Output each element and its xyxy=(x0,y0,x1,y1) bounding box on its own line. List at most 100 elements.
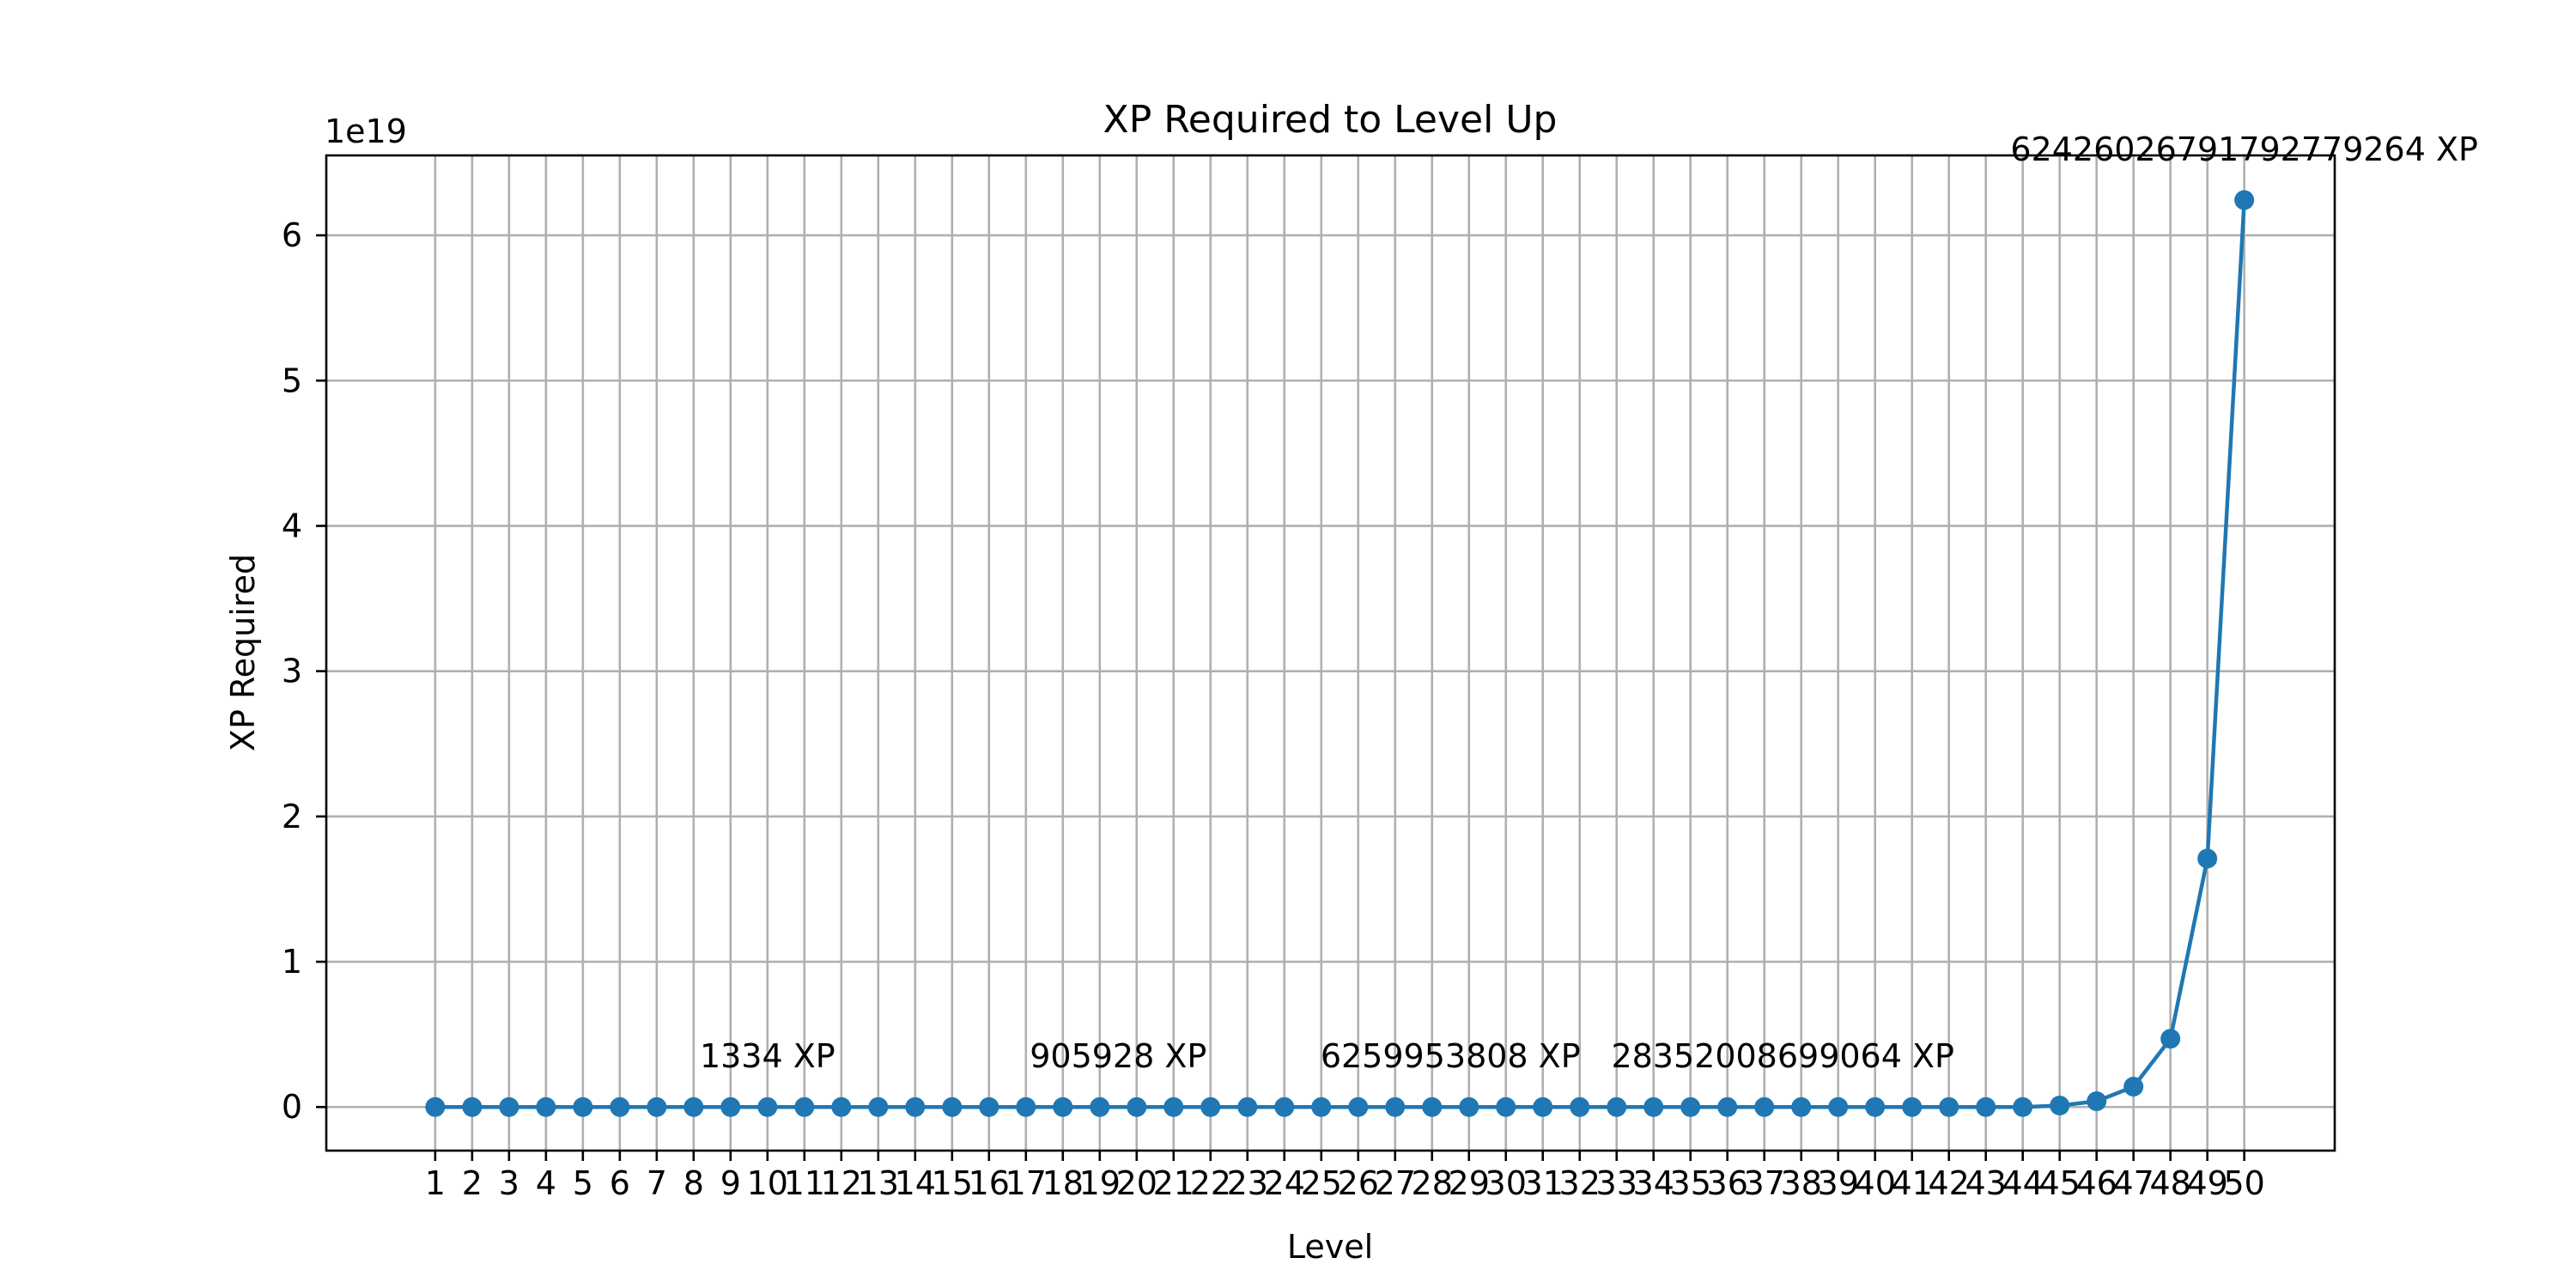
x-tick-label: 21 xyxy=(1153,1164,1194,1202)
y-tick-label: 0 xyxy=(282,1088,302,1126)
x-tick-label: 28 xyxy=(1412,1164,1453,1202)
x-tick-label: 34 xyxy=(1633,1164,1674,1202)
x-tick-label: 24 xyxy=(1264,1164,1305,1202)
data-point xyxy=(1496,1097,1516,1117)
plot-frame xyxy=(325,154,2336,1152)
x-tick-label: 25 xyxy=(1301,1164,1342,1202)
data-point xyxy=(720,1097,741,1117)
x-tick-label: 6 xyxy=(610,1164,630,1202)
data-point xyxy=(1090,1097,1110,1117)
x-tick-label: 50 xyxy=(2223,1164,2264,1202)
data-point xyxy=(942,1097,963,1117)
x-tick-label: 7 xyxy=(647,1164,667,1202)
x-tick-label: 8 xyxy=(683,1164,704,1202)
x-tick-label: 13 xyxy=(858,1164,899,1202)
series-line xyxy=(434,199,2246,1109)
data-point xyxy=(1422,1097,1443,1117)
x-tick-label: 33 xyxy=(1596,1164,1637,1202)
x-tick-label: 2 xyxy=(462,1164,483,1202)
x-tick-label: 9 xyxy=(720,1164,741,1202)
y-tick-label: 3 xyxy=(282,653,302,690)
data-point xyxy=(536,1097,556,1117)
y-tick-label: 5 xyxy=(282,361,302,399)
data-point xyxy=(1311,1097,1332,1117)
x-tick-label: 44 xyxy=(2002,1164,2044,1202)
chart-title: XP Required to Level Up xyxy=(1103,98,1558,142)
x-tick-label: 27 xyxy=(1375,1164,1416,1202)
x-tick-label: 15 xyxy=(932,1164,973,1202)
x-tick-label: 29 xyxy=(1449,1164,1490,1202)
x-tick-label: 11 xyxy=(784,1164,825,1202)
data-point xyxy=(757,1097,778,1117)
x-tick-label: 38 xyxy=(1781,1164,1822,1202)
x-tick-label: 10 xyxy=(747,1164,788,1202)
data-annotation: 28352008699064 XP xyxy=(1611,1037,1954,1075)
data-point xyxy=(462,1097,483,1117)
data-point xyxy=(2050,1096,2070,1116)
data-annotation: 6259953808 XP xyxy=(1321,1037,1581,1075)
x-tick-label: 43 xyxy=(1965,1164,2007,1202)
data-point xyxy=(1717,1097,1738,1117)
data-point xyxy=(1127,1097,1147,1117)
x-tick-label: 49 xyxy=(2186,1164,2227,1202)
data-annotation: 1334 XP xyxy=(700,1037,835,1075)
x-tick-label: 37 xyxy=(1744,1164,1785,1202)
grid-lines xyxy=(326,155,2335,1151)
x-tick-label: 19 xyxy=(1079,1164,1121,1202)
data-point xyxy=(2123,1077,2144,1097)
annotations: 1334 XP 905928 XP 6259953808 XP 28352008699… xyxy=(700,131,2478,1075)
data-point xyxy=(1459,1097,1479,1117)
data-point xyxy=(2197,848,2218,869)
x-tick-label: 5 xyxy=(573,1164,593,1202)
data-point xyxy=(1533,1097,1553,1117)
data-point xyxy=(1680,1097,1701,1117)
data-point xyxy=(1643,1097,1664,1117)
data-point xyxy=(905,1097,926,1117)
x-tick-label: 12 xyxy=(821,1164,862,1202)
x-tick-label: 39 xyxy=(1818,1164,1859,1202)
x-tick-label: 23 xyxy=(1227,1164,1268,1202)
data-point xyxy=(1053,1097,1073,1117)
data-point xyxy=(1385,1097,1406,1117)
data-point xyxy=(499,1097,519,1117)
x-tick-label: 26 xyxy=(1338,1164,1379,1202)
y-tick-label: 4 xyxy=(282,507,302,544)
data-point xyxy=(2013,1097,2033,1117)
x-tick-label: 47 xyxy=(2112,1164,2154,1202)
data-point xyxy=(1976,1097,1996,1117)
x-tick-label: 36 xyxy=(1707,1164,1748,1202)
x-tick-label: 18 xyxy=(1042,1164,1084,1202)
data-point xyxy=(2087,1091,2107,1111)
data-point xyxy=(1902,1097,1923,1117)
data-point xyxy=(1570,1097,1590,1117)
x-axis-label: Level xyxy=(1287,1228,1373,1266)
data-point xyxy=(647,1097,667,1117)
y-axis-scale-label: 1e19 xyxy=(325,112,407,150)
data-point xyxy=(1237,1097,1258,1117)
x-tick-label: 40 xyxy=(1855,1164,1896,1202)
data-point xyxy=(683,1097,704,1117)
x-tick-label: 41 xyxy=(1892,1164,1933,1202)
data-point xyxy=(868,1097,889,1117)
data-point xyxy=(1939,1097,1959,1117)
x-tick-label: 45 xyxy=(2038,1164,2080,1202)
x-tick-label: 4 xyxy=(536,1164,556,1202)
x-tick-label: 46 xyxy=(2075,1164,2117,1202)
data-point xyxy=(1200,1097,1221,1117)
x-tick-label: 35 xyxy=(1670,1164,1711,1202)
data-point xyxy=(425,1097,446,1117)
data-point xyxy=(1828,1097,1849,1117)
data-point xyxy=(1791,1097,1812,1117)
data-point xyxy=(1865,1097,1886,1117)
x-tick-label: 17 xyxy=(1005,1164,1047,1202)
series-line-group xyxy=(425,190,2255,1117)
data-annotation: 62426026791792779264 XP xyxy=(2010,131,2478,168)
data-point xyxy=(1274,1097,1295,1117)
y-axis-label: XP Required xyxy=(224,554,262,751)
data-point xyxy=(610,1097,630,1117)
data-point xyxy=(2160,1029,2181,1049)
y-tick-label: 6 xyxy=(282,216,302,254)
y-tick-label: 1 xyxy=(282,943,302,981)
data-point xyxy=(2234,190,2255,210)
data-annotation: 905928 XP xyxy=(1030,1037,1206,1075)
